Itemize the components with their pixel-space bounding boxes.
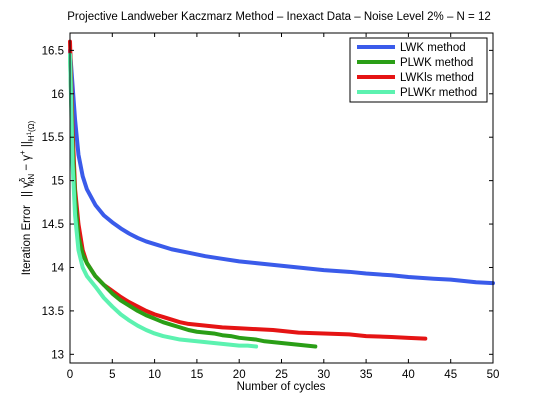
y-axis-label-prefix: Iteration Error <box>21 205 33 275</box>
legend-label-lwk-method: LWK method <box>400 42 466 54</box>
series-line-lwk-method <box>68 48 495 286</box>
y-axis-label-norm-open: || γ <box>21 182 33 197</box>
legend-label-plwkr-method: PLWKr method <box>400 87 477 99</box>
x-tick-label: 30 <box>317 369 330 381</box>
series-line-plwk-method <box>68 52 318 349</box>
x-tick-label: 40 <box>402 369 415 381</box>
y-tick-label: 13.5 <box>42 306 64 318</box>
y-tick-label: 14 <box>51 262 64 274</box>
chart-title: Projective Landweber Kaczmarz Method – I… <box>67 11 491 23</box>
x-tick-label: 50 <box>487 369 500 381</box>
y-axis-label-minus: − γ <box>21 155 33 174</box>
y-axis-label-sup-delta: δ <box>18 177 27 182</box>
legend-label-lwkls-method: LWKls method <box>400 72 474 84</box>
x-tick-label: 35 <box>360 369 373 381</box>
y-axis-label-sub-kn: kN <box>27 174 36 184</box>
x-tick-label: 15 <box>191 369 204 381</box>
y-axis-label: Iteration Error || γδkN − γ+ ||H1(Ω) <box>18 120 36 275</box>
y-tick-label: 14.5 <box>42 219 64 231</box>
y-tick-label: 16 <box>51 89 64 101</box>
y-axis-label-norm-close: || <box>21 141 33 150</box>
x-tick-label: 10 <box>148 369 161 381</box>
y-tick-label: 15.5 <box>42 132 64 144</box>
legend-label-plwk-method: PLWK method <box>400 57 473 69</box>
x-axis-label: Number of cycles <box>237 381 326 393</box>
y-axis-label-sub-space-sup: 1 <box>27 131 33 135</box>
y-axis-label-sub-space-arg: (Ω) <box>27 120 36 132</box>
x-tick-label: 25 <box>275 369 288 381</box>
series-line-plwkr-method <box>68 52 259 349</box>
x-axis: 0 5 10 15 20 25 30 35 40 45 50 <box>67 33 500 381</box>
y-tick-label: 15 <box>51 176 64 188</box>
series-layer <box>68 39 495 349</box>
x-tick-label: 5 <box>109 369 115 381</box>
y-tick-label: 13 <box>51 349 64 361</box>
y-axis: 13 13.5 14 14.5 15 15.5 16 16.5 <box>42 45 493 361</box>
y-axis-label-sub-space: H <box>27 135 36 141</box>
x-tick-label: 20 <box>233 369 246 381</box>
x-tick-label: 45 <box>444 369 457 381</box>
legend: LWK method PLWK method LWKls method PLWKr m… <box>349 37 488 103</box>
x-tick-label: 0 <box>67 369 73 381</box>
y-axis-label-sup-plus: + <box>18 150 27 155</box>
y-tick-label: 16.5 <box>42 45 64 57</box>
